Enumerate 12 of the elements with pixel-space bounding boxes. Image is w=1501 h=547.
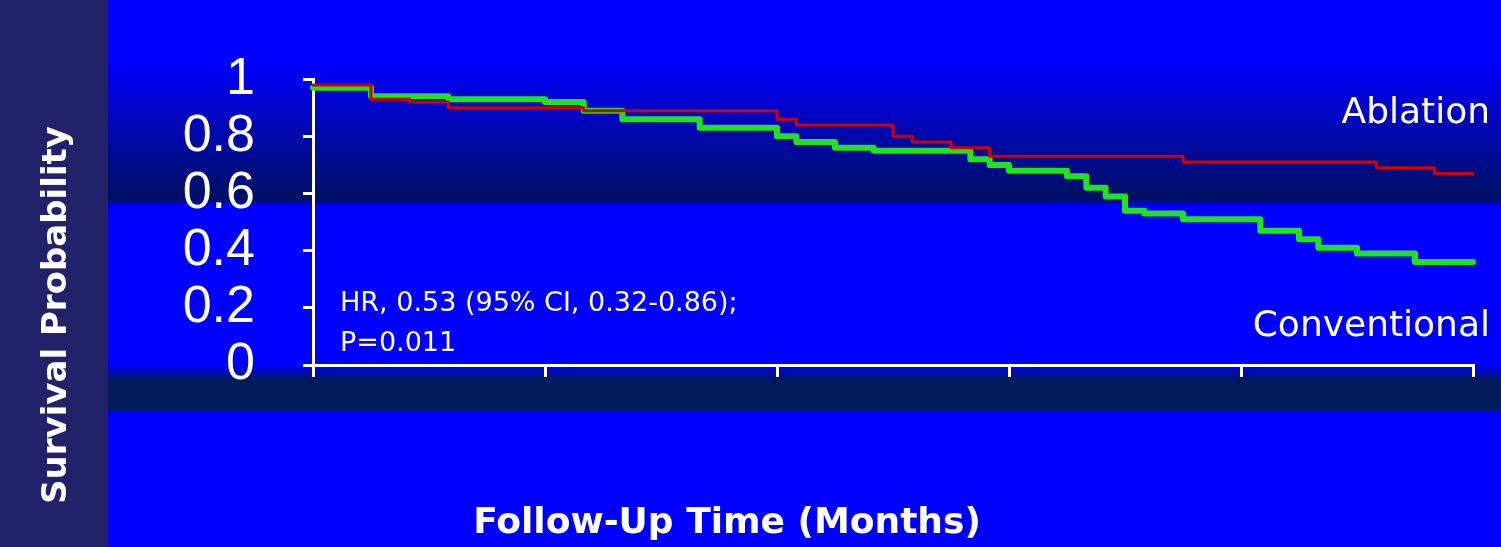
y-tick-label: 0.8 xyxy=(182,103,255,162)
series-label: Conventional xyxy=(1252,303,1490,345)
y-tick-label: 1 xyxy=(226,46,255,105)
annotation: P=0.011 xyxy=(340,325,458,359)
x-axis-title: Follow-Up Time (Months) xyxy=(473,499,981,541)
y-tick-label: 0.2 xyxy=(182,275,255,334)
y-tick-label: 0.4 xyxy=(182,218,255,277)
annotation: HR, 0.53 (95% CI, 0.32-0.86); xyxy=(340,285,738,319)
series-label: Ablation xyxy=(1341,89,1490,131)
y-tick-label: 0.6 xyxy=(182,160,255,219)
y-tick-label: 0 xyxy=(226,332,255,391)
y-axis-title: Survival Probability xyxy=(34,126,74,504)
